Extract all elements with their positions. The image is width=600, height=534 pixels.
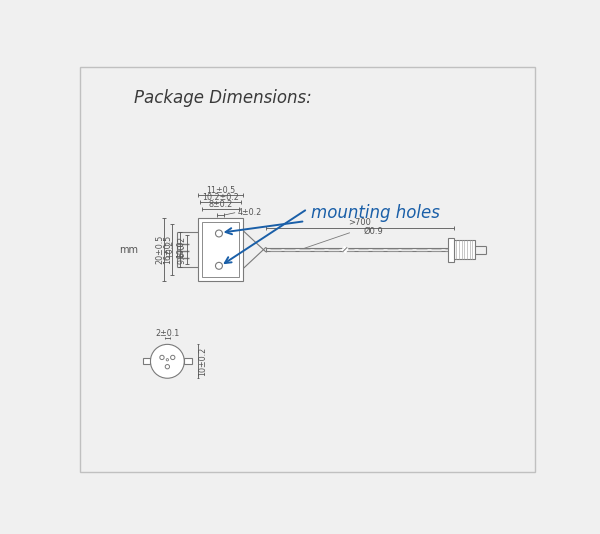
Bar: [448, 238, 454, 262]
Circle shape: [170, 355, 175, 359]
Circle shape: [160, 355, 164, 359]
Text: 11±0.5: 11±0.5: [206, 186, 235, 195]
Bar: [184, 358, 192, 364]
Bar: [143, 358, 151, 364]
Text: 4±0.2: 4±0.2: [238, 208, 262, 217]
Circle shape: [166, 359, 169, 361]
Text: 8±0.2: 8±0.2: [208, 200, 233, 209]
Text: mounting holes: mounting holes: [311, 205, 440, 223]
Text: 20±0.5: 20±0.5: [155, 235, 164, 264]
Circle shape: [215, 230, 223, 237]
Text: 10.2±0.2: 10.2±0.2: [202, 193, 239, 202]
Text: 2±0.1: 2±0.1: [155, 329, 179, 338]
Circle shape: [165, 365, 170, 369]
Text: >700: >700: [349, 218, 371, 227]
Circle shape: [215, 262, 223, 269]
Text: mm: mm: [119, 245, 138, 255]
Text: 9.6-0.2: 9.6-0.2: [178, 235, 187, 264]
Circle shape: [151, 344, 184, 378]
Bar: [454, 240, 475, 259]
Text: Package Dimensions:: Package Dimensions:: [134, 89, 312, 107]
Text: 16±0.5: 16±0.5: [163, 235, 172, 264]
Bar: [198, 218, 243, 281]
Text: Ø0.9: Ø0.9: [364, 226, 383, 235]
Text: 10±0.2: 10±0.2: [198, 347, 207, 376]
Bar: [202, 222, 239, 277]
Text: +0.2
10.0: +0.2 10.0: [166, 240, 185, 260]
